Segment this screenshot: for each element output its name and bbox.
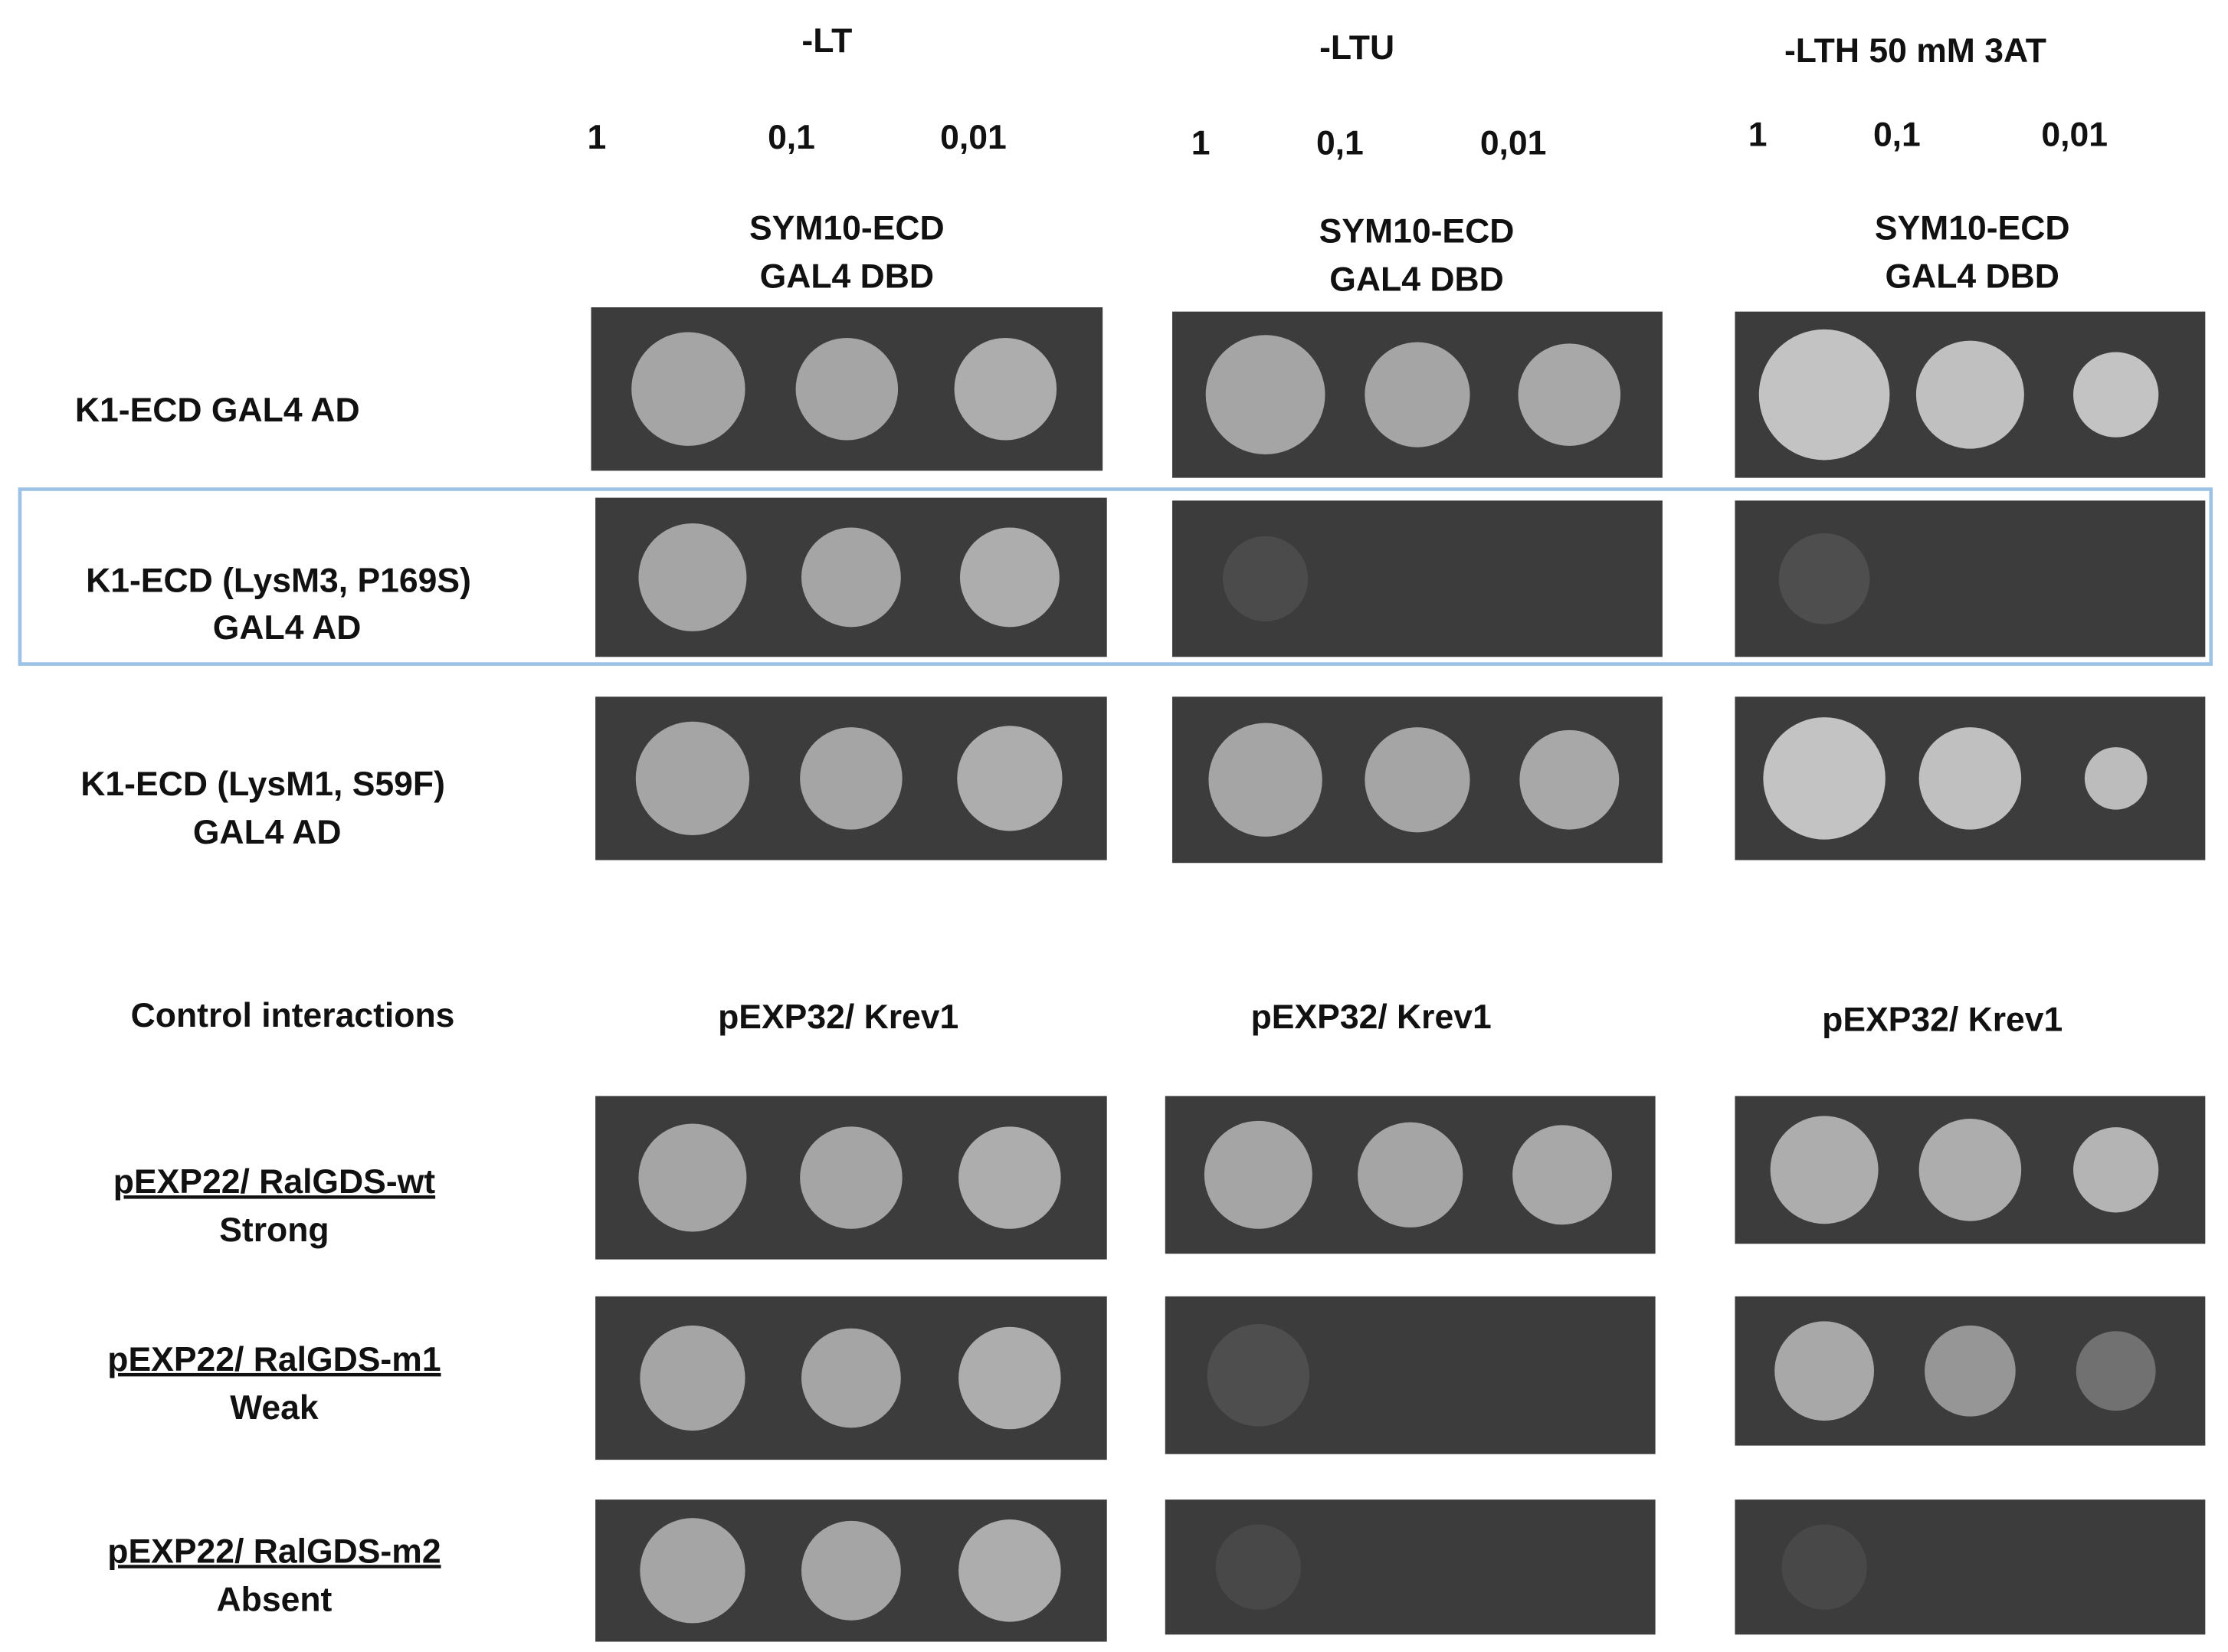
yeast-spot (1207, 1324, 1310, 1427)
yeast-spot (631, 332, 745, 446)
yeast-spot (2073, 352, 2159, 438)
yeast-spot (1205, 335, 1325, 455)
yeast-spot (800, 1126, 903, 1229)
yeast-spot (2084, 747, 2148, 810)
condition-title: -LTU (1319, 29, 1394, 67)
yeast-spot (801, 1520, 901, 1621)
dilution-label: 0,1 (1316, 124, 1364, 162)
dilution-label: 0,01 (2041, 116, 2108, 153)
yeast-spot (1204, 1120, 1312, 1229)
yeast-spot (635, 721, 750, 836)
dilution-label: 0,1 (768, 119, 815, 156)
row-label: K1-ECD GAL4 AD (75, 392, 360, 429)
yeast-spot (1208, 723, 1322, 837)
bait-label: GAL4 DBD (760, 258, 934, 296)
control-label: pEXP22/ RalGDS-m1 (107, 1341, 441, 1378)
yeast-spot (801, 1328, 901, 1428)
condition-title: -LTH 50 mM 3AT (1784, 32, 2046, 70)
yeast-spot (958, 1519, 1061, 1622)
dilution-label: 1 (1191, 124, 1211, 162)
yeast-spot (1519, 729, 1620, 830)
bait-label: GAL4 DBD (1885, 258, 2059, 296)
bait-label: GAL4 DBD (1329, 261, 1503, 298)
control-label: pEXP22/ RalGDS-wt (113, 1163, 436, 1201)
control-bait-label: pEXP32/ Krev1 (1251, 998, 1492, 1036)
yeast-spot (1918, 727, 2022, 830)
yeast-spot (1222, 536, 1309, 621)
control-strength: Strong (219, 1211, 329, 1249)
yeast-spot (640, 1325, 745, 1431)
dilution-label: 0,01 (940, 119, 1007, 156)
yeast-spot (801, 527, 901, 628)
dilution-label: 0,01 (1480, 124, 1547, 162)
yeast-spot (1774, 1321, 1875, 1421)
yeast-spot (1915, 340, 2024, 449)
yeast-spot (1358, 1122, 1463, 1228)
yeast-spot (1758, 329, 1890, 461)
yeast-spot (1215, 1524, 1301, 1610)
dilution-label: 0,1 (1873, 116, 1921, 153)
yeast-spot (1778, 533, 1870, 624)
yeast-spot (795, 337, 899, 441)
yeast-spot (640, 1518, 745, 1624)
yeast-spot (958, 1326, 1061, 1430)
control-strength: Absent (217, 1581, 333, 1618)
yeast-spot (1925, 1325, 2016, 1417)
bait-label: SYM10-ECD (1319, 212, 1515, 250)
row-label: GAL4 AD (193, 814, 342, 851)
yeast-spot (1512, 1125, 1612, 1225)
row-label: K1-ECD (LysM3, P169S) (86, 562, 471, 600)
bait-label: SYM10-ECD (1875, 210, 2070, 247)
control-label: pEXP22/ RalGDS-m2 (107, 1532, 441, 1570)
dilution-label: 1 (588, 119, 607, 156)
control-bait-label: pEXP32/ Krev1 (1822, 1001, 2063, 1039)
control-strength: Weak (230, 1389, 319, 1427)
yeast-spot (954, 337, 1057, 441)
yeast-spot (1365, 342, 1470, 447)
condition-title: -LT (801, 22, 852, 60)
yeast-spot (1518, 343, 1621, 446)
yeast-spot (1770, 1116, 1879, 1224)
yeast-spot (638, 523, 747, 631)
yeast-spot (1918, 1119, 2022, 1221)
control-bait-label: pEXP32/ Krev1 (718, 998, 958, 1036)
dilution-label: 1 (1748, 116, 1768, 153)
yeast-spot (1365, 727, 1470, 833)
row-label: GAL4 AD (213, 609, 362, 647)
yeast-spot (958, 1126, 1061, 1229)
row-label: K1-ECD (LysM1, S59F) (80, 765, 445, 803)
bait-label: SYM10-ECD (749, 210, 945, 247)
yeast-spot (1763, 717, 1886, 840)
yeast-spot (957, 726, 1063, 831)
highlight-box (18, 487, 2213, 666)
yeast-spot (959, 527, 1060, 628)
yeast-spot (2073, 1127, 2159, 1213)
yeast-spot (2076, 1331, 2156, 1411)
yeast-spot (1781, 1524, 1867, 1610)
yeast-spot (638, 1123, 747, 1232)
yeast-spot (800, 727, 903, 830)
control-title: Control interactions (131, 997, 455, 1034)
